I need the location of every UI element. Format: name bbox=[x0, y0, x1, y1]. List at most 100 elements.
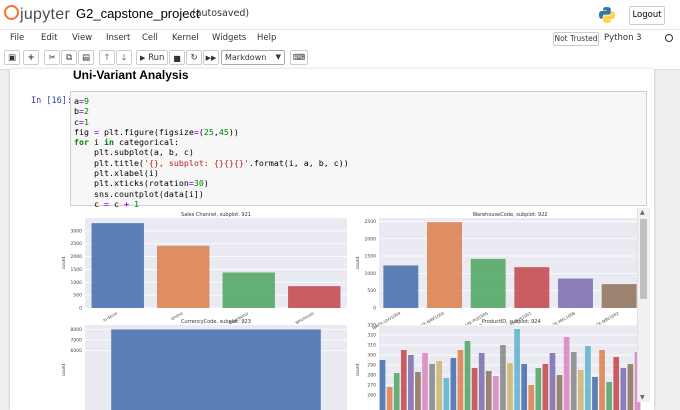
save-button[interactable]: ▣ bbox=[4, 50, 20, 65]
stop-button[interactable]: ■ bbox=[169, 50, 185, 65]
x-tick-label: Wholesale bbox=[294, 310, 315, 325]
bar bbox=[493, 376, 499, 410]
bar bbox=[542, 364, 549, 410]
paste-button[interactable]: ▤ bbox=[78, 50, 94, 65]
scroll-down-icon[interactable]: ▼ bbox=[640, 394, 645, 401]
fast-forward-icon: ▶▶ bbox=[205, 54, 217, 62]
code-cell-input[interactable]: a=9 b=2 c=1 fig = plt.figure(figsize=(25… bbox=[70, 91, 647, 209]
trust-status-button[interactable]: Not Trusted bbox=[553, 32, 599, 46]
bar bbox=[507, 363, 513, 410]
y-tick-label: 0 bbox=[373, 306, 376, 312]
menu-edit[interactable]: Edit bbox=[41, 33, 58, 43]
bar bbox=[470, 258, 506, 308]
toolbar: ▣ + ✂ ⧉ ▤ 🡑 🡓 ▶ Run ■ ↻ ▶▶ Markdown ▼ ⌨ bbox=[0, 48, 680, 70]
move-down-icon: 🡓 bbox=[121, 53, 127, 63]
bar bbox=[549, 353, 556, 410]
menu-kernel[interactable]: Kernel bbox=[172, 33, 199, 43]
bar bbox=[111, 329, 321, 410]
move-down-button[interactable]: 🡓 bbox=[116, 50, 132, 65]
menu-view[interactable]: View bbox=[72, 33, 93, 43]
bar bbox=[471, 368, 478, 410]
logout-button[interactable]: Logout bbox=[629, 6, 665, 25]
bar bbox=[613, 357, 620, 410]
bar bbox=[450, 358, 457, 410]
cut-icon: ✂ bbox=[48, 53, 56, 63]
jupyter-logo[interactable]: jupyter bbox=[4, 5, 70, 24]
y-tick-label: 2000 bbox=[365, 236, 377, 242]
chart-title: CurrencyCode, subplot: 923 bbox=[181, 319, 251, 325]
bar bbox=[577, 370, 584, 410]
command-palette-button[interactable]: ⌨ bbox=[290, 50, 308, 65]
notebook-title[interactable]: G2_capstone_project bbox=[76, 6, 200, 21]
y-tick-label: 1500 bbox=[71, 267, 83, 273]
jupyter-logo-icon bbox=[4, 5, 19, 20]
y-tick-label: 260 bbox=[367, 393, 376, 399]
y-tick-label: 270 bbox=[367, 383, 376, 389]
add-cell-icon: + bbox=[27, 53, 35, 63]
bar bbox=[627, 364, 634, 410]
bar bbox=[429, 364, 435, 410]
menu-insert[interactable]: Insert bbox=[106, 33, 131, 43]
bar bbox=[601, 284, 637, 308]
code-text[interactable]: a=9 b=2 c=1 fig = plt.figure(figsize=(25… bbox=[74, 96, 349, 209]
menu-widgets[interactable]: Widgets bbox=[212, 33, 247, 43]
markdown-heading[interactable]: Uni-Variant Analysis bbox=[73, 68, 189, 82]
scroll-up-icon[interactable]: ▲ bbox=[640, 209, 645, 216]
bar bbox=[556, 375, 563, 410]
scrollbar-thumb[interactable] bbox=[640, 219, 647, 299]
y-tick-label: 2000 bbox=[71, 254, 83, 260]
y-tick-label: 0 bbox=[79, 306, 82, 312]
bar bbox=[408, 355, 414, 410]
cut-button[interactable]: ✂ bbox=[44, 50, 60, 65]
output-scrollbar[interactable]: ▲ ▼ bbox=[637, 208, 650, 402]
bar bbox=[521, 364, 527, 410]
paste-icon: ▤ bbox=[81, 53, 91, 63]
restart-button[interactable]: ↻ bbox=[186, 50, 202, 65]
menu-cell[interactable]: Cell bbox=[142, 33, 158, 43]
subplot-1: Sales Channel, subplot: 921 0 500 1000 1500 2… bbox=[61, 212, 347, 326]
bar bbox=[457, 350, 464, 410]
cell-type-value: Markdown bbox=[225, 53, 267, 62]
menu-help[interactable]: Help bbox=[257, 33, 277, 43]
bar bbox=[383, 265, 419, 308]
bar bbox=[427, 222, 462, 308]
restart-run-all-button[interactable]: ▶▶ bbox=[203, 50, 219, 65]
move-up-button[interactable]: 🡑 bbox=[99, 50, 115, 65]
chart-title: Sales Channel, subplot: 921 bbox=[181, 212, 251, 218]
menu-file[interactable]: File bbox=[10, 33, 25, 43]
bar bbox=[288, 286, 341, 308]
bar bbox=[528, 385, 535, 410]
add-cell-button[interactable]: + bbox=[23, 50, 39, 65]
save-status: (autosaved) bbox=[192, 8, 250, 19]
y-tick-label: 7000 bbox=[71, 338, 83, 344]
bar bbox=[91, 223, 144, 308]
y-tick-label: 1000 bbox=[71, 280, 83, 286]
y-tick-label: 290 bbox=[367, 363, 376, 369]
bar bbox=[464, 341, 471, 410]
bar bbox=[422, 353, 428, 410]
bar bbox=[379, 360, 386, 410]
chart-title: WarehouseCode, subplot: 922 bbox=[472, 212, 547, 218]
copy-button[interactable]: ⧉ bbox=[61, 50, 77, 65]
y-tick-label: 1000 bbox=[365, 271, 377, 277]
y-axis-label: count bbox=[61, 363, 67, 376]
run-icon: ▶ bbox=[140, 54, 146, 62]
y-axis-label: count bbox=[61, 256, 67, 269]
bar bbox=[436, 361, 443, 410]
input-prompt: In [16]: bbox=[31, 96, 72, 106]
subplot-3: CurrencyCode, subplot: 923 6000 7000 8000 co… bbox=[61, 319, 347, 410]
run-button[interactable]: ▶ Run bbox=[136, 50, 168, 65]
output-figure: Sales Channel, subplot: 921 0 500 1000 1500 2… bbox=[61, 212, 641, 410]
cell-type-select[interactable]: Markdown ▼ bbox=[221, 50, 285, 65]
y-tick-label: 280 bbox=[367, 373, 376, 379]
menu-bar: File Edit View Insert Cell Kernel Widget… bbox=[0, 29, 680, 50]
output-area: Sales Channel, subplot: 921 0 500 1000 1500 2… bbox=[11, 208, 647, 410]
y-tick-label: 310 bbox=[367, 343, 376, 349]
bar bbox=[514, 267, 550, 308]
bar bbox=[535, 368, 542, 410]
bar bbox=[500, 345, 506, 410]
y-axis-label: count bbox=[355, 363, 361, 376]
bar bbox=[570, 352, 577, 410]
chart-title: _ProductID, subplot: 924 bbox=[478, 319, 540, 325]
kernel-name: Python 3 bbox=[604, 33, 642, 43]
